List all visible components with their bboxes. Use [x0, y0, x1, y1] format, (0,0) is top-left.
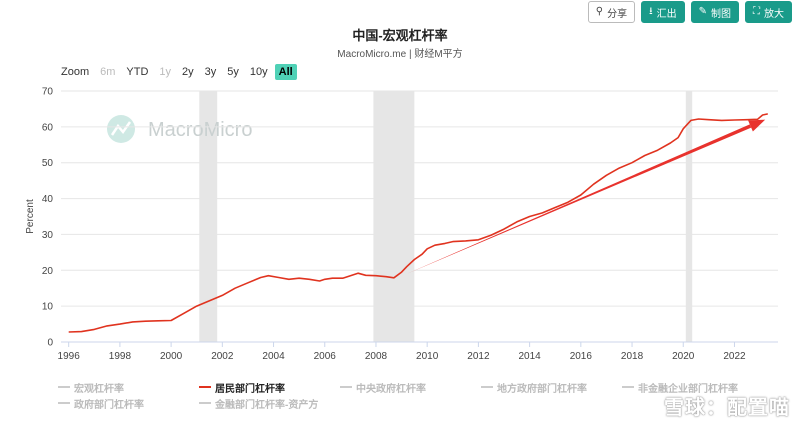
legend-label: 中央政府杠杆率 — [356, 383, 426, 395]
x-tick-label: 1996 — [58, 351, 81, 362]
x-tick-label: 2014 — [518, 351, 541, 362]
enlarge-button[interactable]: ⛶ 放大 — [745, 1, 792, 23]
download-icon: ⭳ — [649, 6, 653, 17]
y-tick-label: 60 — [42, 122, 54, 133]
legend-item[interactable]: 地方政府部门杠杆率 — [481, 380, 622, 395]
zoom-all-button[interactable]: All — [274, 64, 297, 80]
legend-label: 地方政府部门杠杆率 — [497, 383, 587, 395]
legend-row: 宏观杠杆率 居民部门杠杆率 中央政府杠杆率 地方政府部门杠杆率 非金融企业部门杠杆率 — [58, 379, 778, 395]
legend-item[interactable]: 政府部门杠杆率 — [58, 396, 199, 411]
legend-item[interactable]: 中央政府杠杆率 — [340, 380, 481, 395]
y-tick-label: 10 — [42, 302, 54, 313]
x-tick-label: 2000 — [160, 351, 183, 362]
share-icon: ⚲ — [595, 6, 604, 17]
legend-item[interactable]: 宏观杠杆率 — [58, 380, 199, 395]
share-button[interactable]: ⚲ 分享 — [587, 1, 636, 23]
y-tick-label: 50 — [42, 158, 54, 169]
legend-swatch — [199, 386, 211, 388]
trend-arrow-shaft — [406, 124, 752, 274]
chart-title: 中国-宏观杠杆率 — [352, 28, 448, 43]
recession-band — [199, 91, 218, 342]
y-axis-label: Percent — [25, 199, 36, 234]
legend-item[interactable]: 非金融企业部门杠杆率 — [622, 380, 763, 395]
legend-item[interactable]: 居民部门杠杆率 — [199, 380, 340, 395]
x-tick-label: 2010 — [416, 351, 439, 362]
legend-label: 居民部门杠杆率 — [215, 383, 285, 395]
legend-swatch — [199, 402, 211, 404]
make-label: 制图 — [711, 8, 731, 20]
legend-label: 政府部门杠杆率 — [74, 399, 144, 411]
x-tick-label: 2022 — [723, 351, 746, 362]
y-tick-label: 30 — [42, 230, 54, 241]
x-tick-label: 2002 — [211, 351, 234, 362]
legend-label: 非金融企业部门杠杆率 — [638, 383, 738, 395]
x-tick-label: 2018 — [621, 351, 644, 362]
zoom-5y-button[interactable]: 5y — [227, 66, 239, 78]
bottom-watermark: 雪球：配置喵 — [664, 397, 790, 419]
watermark-text: MacroMicro — [148, 119, 252, 141]
toolbar: ⚲ 分享 ⭳ 汇出 ✎ 制图 ⛶ 放大 — [587, 1, 792, 23]
zoom-10y-button[interactable]: 10y — [249, 66, 268, 78]
make-chart-button[interactable]: ✎ 制图 — [690, 1, 739, 23]
chart-subtitle: MacroMicro.me | 财经M平方 — [337, 49, 463, 60]
legend: 宏观杠杆率 居民部门杠杆率 中央政府杠杆率 地方政府部门杠杆率 非金融企业部门杠杆率 政府… — [58, 379, 778, 411]
export-button[interactable]: ⭳ 汇出 — [641, 1, 685, 23]
legend-label: 宏观杠杆率 — [74, 383, 124, 395]
share-label: 分享 — [607, 8, 628, 20]
legend-label: 金融部门杠杆率-资产方 — [215, 399, 319, 411]
zoom-6m-button[interactable]: 6m — [100, 66, 116, 78]
export-label: 汇出 — [656, 8, 677, 20]
x-tick-label: 2004 — [262, 351, 285, 362]
expand-icon: ⛶ — [753, 6, 760, 17]
x-tick-label: 2008 — [365, 351, 388, 362]
recession-band — [373, 91, 415, 342]
y-tick-label: 70 — [42, 87, 54, 98]
macromicro-watermark: MacroMicro — [107, 115, 252, 143]
x-tick-label: 2016 — [570, 351, 593, 362]
legend-swatch — [622, 386, 634, 388]
y-tick-label: 20 — [42, 266, 54, 277]
y-tick-label: 40 — [42, 194, 54, 205]
legend-swatch — [58, 386, 70, 388]
pencil-icon: ✎ — [698, 6, 707, 17]
legend-row: 政府部门杠杆率 金融部门杠杆率-资产方 — [58, 395, 778, 411]
zoom-1y-button[interactable]: 1y — [159, 66, 172, 78]
zoom-selector: Zoom 6m YTD 1y 2y 3y 5y 10y All — [61, 64, 300, 80]
x-tick-label: 2006 — [314, 351, 337, 362]
legend-item[interactable]: 金融部门杠杆率-资产方 — [199, 396, 340, 411]
zoom-label: Zoom — [61, 66, 90, 78]
legend-swatch — [340, 386, 352, 388]
trend-arrow-head — [748, 119, 766, 132]
x-tick-label: 2020 — [672, 351, 695, 362]
zoom-2y-button[interactable]: 2y — [182, 66, 194, 78]
x-tick-label: 2012 — [467, 351, 490, 362]
zoom-ytd-button[interactable]: YTD — [126, 66, 149, 78]
zoom-3y-button[interactable]: 3y — [204, 66, 217, 78]
x-tick-label: 1998 — [109, 351, 132, 362]
legend-swatch — [481, 386, 493, 388]
enlarge-label: 放大 — [764, 8, 784, 20]
legend-swatch — [58, 402, 70, 404]
series-line — [68, 113, 768, 333]
recession-band — [685, 91, 693, 342]
y-tick-label: 0 — [47, 338, 53, 349]
